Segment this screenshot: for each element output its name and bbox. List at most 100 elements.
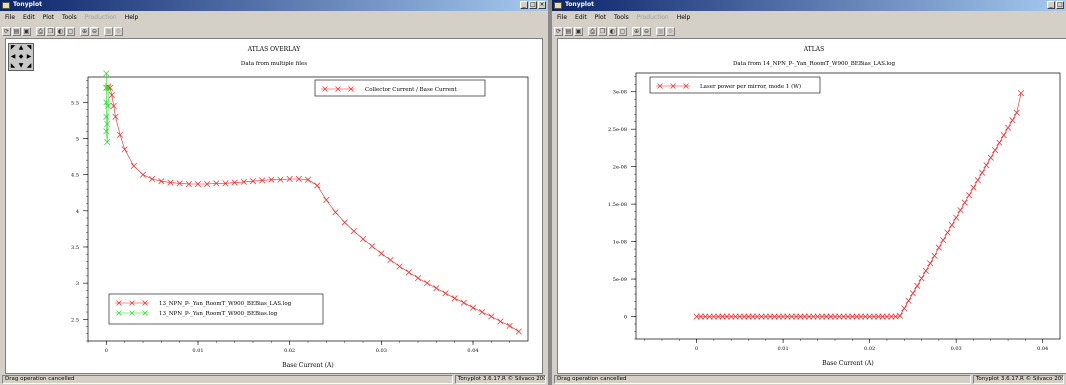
display-icon[interactable]: ▢	[66, 27, 75, 36]
menu-edit[interactable]: Edit	[575, 14, 587, 21]
y-tick-label: 4.5	[71, 173, 79, 179]
menu-tools[interactable]: Tools	[61, 14, 77, 21]
pan-center-icon[interactable]: ◆	[18, 52, 24, 60]
pan-down-right-icon[interactable]: ◢	[26, 61, 32, 69]
window-title: Tonyplot	[13, 1, 42, 8]
data-point	[167, 179, 174, 186]
menu-file[interactable]: File	[557, 14, 568, 21]
data-point	[103, 84, 110, 91]
x-tick-label: 0.02	[284, 348, 295, 354]
title-bar[interactable]: Tonyplot _ □	[552, 0, 1066, 11]
y-tick-label: 2.5	[71, 317, 79, 323]
zoom-out-icon[interactable]: ⊖	[90, 27, 99, 36]
print-icon[interactable]: ⎙	[36, 27, 45, 36]
data-point	[935, 244, 942, 251]
data-point	[488, 313, 495, 320]
zoom-in-icon[interactable]: ⊕	[632, 27, 641, 36]
close-icon[interactable]: ×	[538, 1, 546, 9]
data-point	[295, 175, 302, 183]
minimize-icon[interactable]: _	[520, 1, 528, 9]
chart-title: ATLAS	[803, 46, 824, 53]
data-point	[979, 169, 986, 176]
zoom-out-icon[interactable]: ⊖	[642, 27, 651, 36]
data-point	[801, 313, 808, 320]
status-message: Drag operation cancelled	[2, 375, 453, 384]
legend-marker	[657, 83, 663, 89]
plot-area[interactable]: ATLAS OVERLAY Data from multiple files 0 0.…	[5, 38, 543, 374]
menu-help[interactable]: Help	[676, 14, 691, 21]
grid-icon: ▦	[656, 27, 665, 36]
save-icon[interactable]: ▣	[574, 27, 583, 36]
x-axis-label: Base Current (A)	[822, 360, 873, 367]
data-point	[771, 313, 778, 320]
data-point	[1009, 117, 1016, 124]
y-tick-label: 0	[624, 315, 627, 321]
data-point	[469, 304, 477, 311]
navigation-pad[interactable]: ◤ ▲ ◥ ◀ ◆ ▶ ◣ ▼ ◢	[8, 43, 34, 71]
x-tick-label: 0.04	[467, 348, 478, 354]
menu-edit[interactable]: Edit	[23, 14, 35, 21]
toolbar: ⟳ ▤ ▣ ⎙ ❐ ◐ ▢ ⊕ ⊖ ▦ ⚙	[0, 26, 123, 37]
data-point	[732, 313, 739, 320]
copy-icon[interactable]: ❐	[46, 27, 55, 36]
legend-label: 13_NPN_P-_Yan_RoomT_W900_BEBias.log	[159, 311, 278, 317]
chart-overlay[interactable]: ATLAS OVERLAY Data from multiple files 0 0.…	[6, 39, 542, 373]
pan-left-icon[interactable]: ◀	[10, 52, 16, 60]
x-tick-label: 0.02	[864, 346, 875, 352]
data-point	[983, 162, 990, 169]
menu-plot[interactable]: Plot	[594, 14, 606, 21]
status-bar: Drag operation cancelled Tonyplot 3.6.17…	[0, 374, 548, 385]
data-point	[992, 147, 999, 154]
save-icon[interactable]: ▣	[22, 27, 31, 36]
maximize-icon[interactable]: □	[529, 1, 537, 9]
pan-up-right-icon[interactable]: ◥	[26, 44, 32, 52]
data-point	[1013, 109, 1020, 116]
pan-up-left-icon[interactable]: ◤	[10, 44, 16, 52]
palette-icon[interactable]: ◐	[56, 27, 65, 36]
menu-tools[interactable]: Tools	[613, 14, 629, 21]
data-point	[987, 154, 994, 161]
data-point	[754, 313, 761, 320]
refresh-icon[interactable]: ⟳	[2, 27, 11, 36]
pan-down-icon[interactable]: ▼	[18, 61, 24, 69]
data-point	[433, 285, 440, 292]
copy-icon[interactable]: ❐	[598, 27, 607, 36]
maximize-icon[interactable]: □	[1056, 1, 1064, 9]
display-icon[interactable]: ▢	[618, 27, 627, 36]
open-icon[interactable]: ▤	[12, 27, 21, 36]
data-point	[814, 313, 821, 320]
zoom-in-icon[interactable]: ⊕	[80, 27, 89, 36]
palette-icon[interactable]: ◐	[608, 27, 617, 36]
minimize-icon[interactable]: _	[1047, 1, 1055, 9]
data-point	[103, 99, 110, 106]
data-point	[810, 313, 817, 320]
pan-right-icon[interactable]: ▶	[26, 52, 32, 60]
y-tick-label: 5	[76, 136, 79, 142]
menu-production: Production	[84, 14, 117, 21]
data-point	[736, 313, 743, 320]
data-point	[104, 120, 111, 128]
x-tick-label: 0.04	[1037, 346, 1048, 352]
menu-file[interactable]: File	[5, 14, 16, 21]
menu-help[interactable]: Help	[124, 14, 139, 21]
data-point	[966, 192, 973, 199]
data-point	[862, 313, 869, 320]
data-point	[369, 243, 376, 250]
pan-up-icon[interactable]: ▲	[18, 44, 24, 52]
chart-subtitle: Data from multiple files	[241, 61, 307, 67]
plot-area[interactable]: ATLAS Data from 14_NPN_P-_Yan_RoomT_W900_…	[557, 38, 1066, 374]
print-icon[interactable]: ⎙	[588, 27, 597, 36]
data-point	[396, 263, 403, 270]
data-point	[901, 305, 908, 312]
data-point	[176, 180, 183, 187]
open-icon[interactable]: ▤	[564, 27, 573, 36]
chart-laser-power[interactable]: ATLAS Data from 14_NPN_P-_Yan_RoomT_W900_…	[558, 39, 1066, 373]
menu-plot[interactable]: Plot	[42, 14, 54, 21]
refresh-icon[interactable]: ⟳	[554, 27, 563, 36]
legend-box	[649, 76, 821, 94]
status-message: Drag operation cancelled	[554, 375, 971, 384]
pan-down-left-icon[interactable]: ◣	[10, 61, 16, 69]
title-bar[interactable]: Tonyplot _ □ ×	[0, 0, 548, 11]
data-point	[350, 228, 357, 235]
x-tick-label: 0.03	[376, 348, 387, 354]
